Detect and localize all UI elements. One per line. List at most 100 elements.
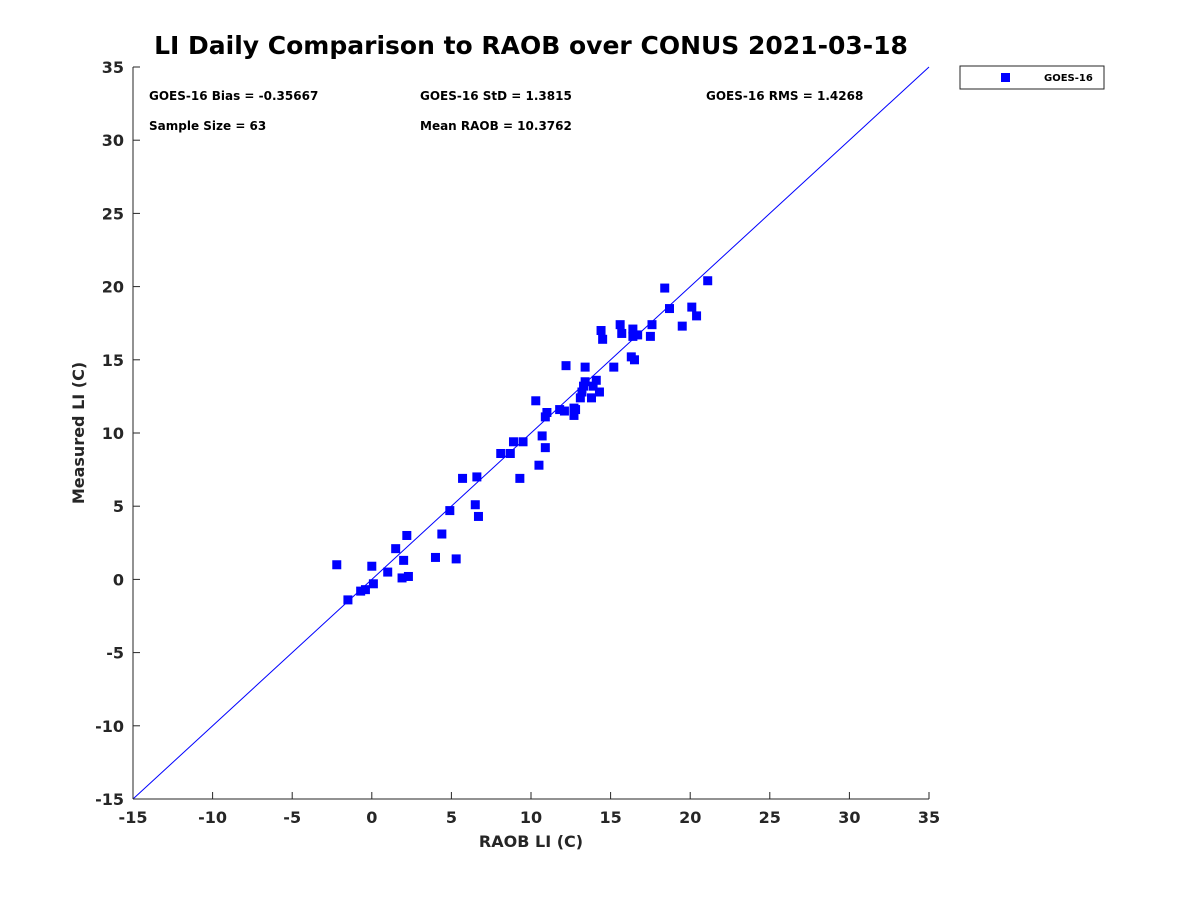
data-point bbox=[660, 283, 670, 293]
data-point bbox=[470, 500, 480, 510]
data-point bbox=[451, 554, 461, 564]
data-points bbox=[332, 276, 713, 605]
x-tick-label: 5 bbox=[446, 808, 457, 827]
y-axis-ticks: -15 -10 -5 0 5 10 15 20 25 30 35 bbox=[95, 58, 140, 809]
legend-marker-square-icon bbox=[1001, 73, 1010, 82]
data-point bbox=[692, 311, 702, 321]
data-point bbox=[609, 362, 619, 372]
data-point bbox=[472, 472, 482, 482]
x-tick-label: 0 bbox=[366, 808, 377, 827]
data-point bbox=[596, 326, 606, 336]
chart-title: LI Daily Comparison to RAOB over CONUS 2… bbox=[154, 31, 908, 60]
y-tick-label: 10 bbox=[102, 424, 124, 443]
data-point bbox=[703, 276, 713, 286]
x-tick-label: -10 bbox=[198, 808, 227, 827]
data-point bbox=[571, 405, 581, 415]
data-point bbox=[403, 571, 413, 581]
x-tick-label: 10 bbox=[520, 808, 542, 827]
legend-label: GOES-16 bbox=[1044, 73, 1093, 84]
data-point bbox=[537, 431, 547, 441]
y-tick-label: 15 bbox=[102, 351, 124, 370]
y-tick-label: 25 bbox=[102, 204, 124, 223]
data-point bbox=[332, 560, 342, 570]
data-point bbox=[559, 406, 569, 416]
y-tick-label: 5 bbox=[113, 497, 124, 516]
x-tick-label: 35 bbox=[918, 808, 940, 827]
x-tick-label: 20 bbox=[679, 808, 701, 827]
data-point bbox=[542, 408, 552, 418]
data-point bbox=[588, 381, 598, 391]
reference-line-group bbox=[132, 66, 930, 800]
x-tick-label: 30 bbox=[838, 808, 860, 827]
data-point bbox=[496, 448, 506, 458]
data-point bbox=[458, 473, 468, 483]
data-point bbox=[368, 579, 378, 589]
stats-annotations: GOES-16 Bias = -0.35667 GOES-16 StD = 1.… bbox=[149, 89, 863, 133]
data-point bbox=[391, 544, 401, 554]
data-point bbox=[633, 330, 643, 340]
data-point bbox=[677, 321, 687, 331]
data-point bbox=[594, 387, 604, 397]
data-point bbox=[647, 320, 657, 330]
reference-line-1to1 bbox=[132, 66, 930, 800]
y-tick-label: 0 bbox=[113, 570, 124, 589]
stat-std: GOES-16 StD = 1.3815 bbox=[420, 89, 572, 103]
stat-sample-size: Sample Size = 63 bbox=[149, 119, 266, 133]
data-point bbox=[645, 331, 655, 341]
x-tick-label: 25 bbox=[759, 808, 781, 827]
data-point bbox=[580, 377, 590, 387]
data-point bbox=[577, 387, 587, 397]
data-point bbox=[508, 437, 518, 447]
y-tick-label: -10 bbox=[95, 717, 124, 736]
data-point bbox=[591, 375, 601, 385]
stat-rms: GOES-16 RMS = 1.4268 bbox=[706, 89, 863, 103]
data-point bbox=[629, 355, 639, 365]
x-axis-label: RAOB LI (C) bbox=[479, 832, 583, 851]
data-point bbox=[473, 511, 483, 521]
data-point bbox=[383, 567, 393, 577]
data-point bbox=[586, 393, 596, 403]
data-point bbox=[615, 320, 625, 330]
data-point bbox=[617, 328, 627, 338]
data-point bbox=[534, 460, 544, 470]
data-point bbox=[555, 405, 565, 415]
data-point bbox=[437, 529, 447, 539]
data-point bbox=[402, 530, 412, 540]
data-point bbox=[343, 595, 353, 605]
data-point bbox=[367, 561, 377, 571]
legend: GOES-16 bbox=[959, 65, 1105, 90]
y-tick-label: 30 bbox=[102, 131, 124, 150]
y-tick-label: -15 bbox=[95, 790, 124, 809]
stat-mean-raob: Mean RAOB = 10.3762 bbox=[420, 119, 572, 133]
data-point bbox=[356, 586, 366, 596]
data-point bbox=[518, 437, 528, 447]
legend-box bbox=[959, 65, 1105, 90]
data-point bbox=[598, 334, 608, 344]
data-point bbox=[360, 585, 370, 595]
data-point bbox=[445, 506, 455, 516]
y-axis-label: Measured LI (C) bbox=[69, 362, 88, 504]
stat-bias: GOES-16 Bias = -0.35667 bbox=[149, 89, 318, 103]
data-point bbox=[580, 362, 590, 372]
data-point bbox=[687, 302, 697, 312]
data-point bbox=[569, 410, 579, 420]
data-point bbox=[515, 473, 525, 483]
data-point bbox=[665, 304, 675, 314]
x-tick-label: 15 bbox=[599, 808, 621, 827]
plot-area: -15 -10 -5 0 5 10 15 20 25 30 35 -15 -10 -5 0 5 10 15 20 2… bbox=[95, 58, 940, 827]
x-tick-label: -15 bbox=[119, 808, 148, 827]
data-point bbox=[399, 555, 409, 565]
data-point bbox=[531, 396, 541, 406]
data-point bbox=[430, 552, 440, 562]
data-point bbox=[628, 324, 638, 334]
y-tick-label: -5 bbox=[106, 644, 124, 663]
data-point bbox=[397, 573, 407, 583]
y-tick-label: 35 bbox=[102, 58, 124, 77]
data-point bbox=[505, 448, 515, 458]
y-tick-label: 20 bbox=[102, 278, 124, 297]
data-point bbox=[628, 331, 638, 341]
x-tick-label: -5 bbox=[283, 808, 301, 827]
data-point bbox=[540, 443, 550, 453]
data-point bbox=[575, 393, 585, 403]
